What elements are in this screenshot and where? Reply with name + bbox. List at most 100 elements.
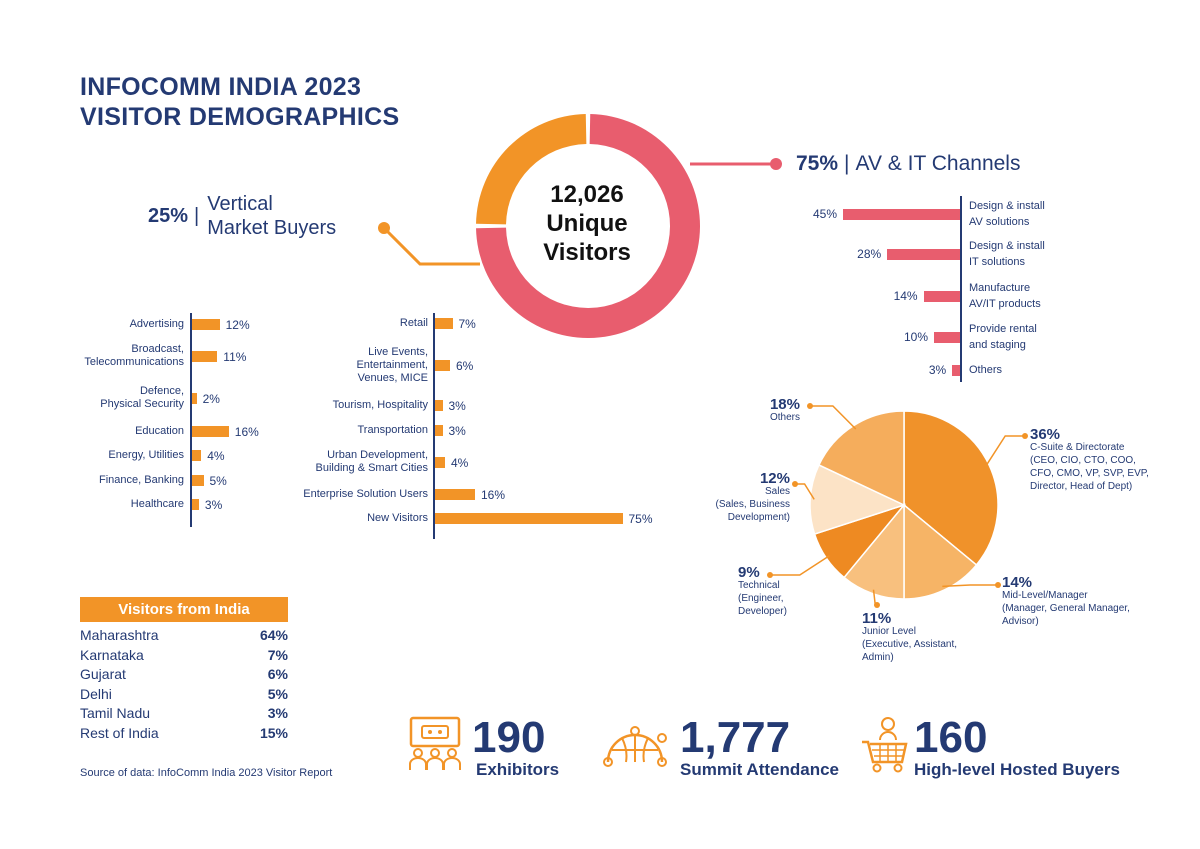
pie-pct-4: 12% (759, 470, 790, 487)
left-label-5: Finance, Banking (99, 473, 184, 486)
pie-name-0: C-Suite & Directorate (1030, 442, 1125, 453)
pie-name-3: Technical (738, 580, 780, 591)
pie-leader-3 (770, 554, 830, 576)
india-pct: 64% (259, 627, 288, 643)
left-bar-6 (192, 498, 199, 510)
pie-leader-5 (810, 405, 857, 430)
pie-slice-1 (903, 503, 978, 600)
channel-label-4: Others (969, 364, 1003, 376)
india-state: Gujarat (80, 666, 126, 682)
right-axis (433, 313, 435, 539)
india-state: Rest of India (80, 724, 159, 741)
vertical-label-1: Vertical (207, 193, 273, 215)
pie-label-3: 9% Technical (Engineer, Developer) (738, 565, 787, 618)
channel-value-3: 10% (903, 330, 928, 344)
right-label-6: New Visitors (367, 511, 428, 524)
title-line-2: VISITOR DEMOGRAPHICS (80, 103, 400, 131)
left-label-4: Energy, Utilities (108, 448, 184, 461)
buyers-label: High-level Hosted Buyers (914, 760, 1120, 779)
pie-pct-0: 36% (1030, 426, 1061, 443)
pie-name-5: Others (769, 412, 800, 423)
india-row: Maharashtra 64% (80, 626, 288, 646)
pie-detail-2-0: (Executive, Assistant, (862, 639, 958, 650)
india-table-header: Visitors from India (80, 597, 288, 622)
left-bar-5 (192, 474, 204, 486)
pie-leader-4 (795, 483, 815, 500)
pie-detail-3-0: (Engineer, (738, 593, 784, 604)
left-bar-0 (192, 318, 220, 330)
left-value-2: 2% (202, 392, 220, 406)
pie-name-4: Sales (764, 486, 790, 497)
right-value-5: 16% (481, 488, 506, 502)
pie-detail-4-0: (Sales, Business (715, 499, 790, 510)
channel-label-2: Manufacture AV/IT products (969, 282, 1041, 310)
stat-exhibitors (408, 716, 462, 777)
channel-value-0: 45% (812, 207, 837, 221)
channel-label-1: Design & install IT solutions (969, 240, 1045, 268)
left-bar-4 (192, 449, 202, 461)
vertical-pct: 25% (148, 205, 189, 227)
india-row: Tamil Nadu 3% (80, 704, 288, 724)
pie-name-1: Mid-Level/Manager (1002, 590, 1088, 601)
right-bar-2 (435, 399, 443, 411)
pie-label-5: 18% Others (740, 396, 800, 424)
pie-label-4: 12% Sales (Sales, Business Development) (700, 470, 790, 524)
india-row: Karnataka 7% (80, 646, 288, 666)
left-value-6: 3% (204, 498, 223, 512)
pie-detail-1-1: Advisor) (1002, 616, 1039, 627)
india-pct: 3% (267, 705, 288, 721)
unique-visitors-count: 12,026 (550, 181, 624, 208)
left-bar-2 (192, 392, 197, 404)
donut-center-text: 12,026 Unique Visitors (512, 180, 662, 267)
pie-leader-0 (984, 435, 1025, 468)
channel-value-1: 28% (857, 247, 882, 261)
channel-label-0: Design & install AV solutions (969, 200, 1045, 228)
channel-bar-0 (843, 208, 960, 220)
india-state: Tamil Nadu (80, 705, 151, 721)
channel-bar-3 (934, 331, 960, 343)
left-value-3: 16% (234, 425, 259, 439)
pie-slice-2 (843, 502, 905, 600)
exhibitors-number: 190 (472, 713, 546, 762)
globe-network-icon (603, 726, 667, 767)
pie-detail-0-0: (CEO, CIO, CTO, COO, (1030, 455, 1136, 466)
vertical-market-heading: 25% | Vertical Market Buyers (148, 193, 337, 239)
pie-label-0: 36% C-Suite & Directorate (CEO, CIO, CTO, … (1030, 426, 1149, 493)
right-value-1: 6% (456, 359, 474, 373)
pie-detail-3-1: Developer) (738, 606, 787, 617)
left-label-6: Healthcare (130, 497, 184, 510)
vertical-dot (378, 222, 390, 234)
channel-value-2: 14% (893, 289, 918, 303)
india-row: Gujarat 6% (80, 665, 288, 685)
pie-leader-2 (872, 589, 877, 606)
pie-pct-5: 18% (769, 396, 800, 413)
channels-label: AV & IT Channels (855, 152, 1021, 175)
vertical-label-2: Market Buyers (207, 217, 337, 239)
buyers-number: 160 (914, 713, 988, 762)
stat-exhibitors-text: 190 Exhibitors (472, 716, 559, 780)
pie-detail-0-1: CFO, CMO, VP, SVP, EVP, (1030, 468, 1149, 479)
audience-screen-icon (409, 716, 461, 770)
page-title: INFOCOMM INDIA 2023 VISITOR DEMOGRAPHICS (80, 72, 399, 132)
left-bar-3 (192, 425, 229, 437)
right-label-2: Tourism, Hospitality (332, 398, 428, 411)
india-row: Delhi 5% (80, 685, 288, 705)
pie-slice-0 (903, 410, 999, 566)
left-bar-1 (192, 350, 218, 362)
pie-label-2: 11% Junior Level (Executive, Assistant, Adm… (862, 611, 958, 664)
india-state: Delhi (80, 685, 112, 702)
pie-detail-2-1: Admin) (862, 652, 894, 663)
india-pct: 6% (267, 666, 288, 682)
pie-pct-1: 14% (1002, 574, 1033, 591)
title-line-1: INFOCOMM INDIA 2023 (80, 73, 362, 101)
channel-value-4: 3% (928, 363, 947, 377)
unique-label: Unique (546, 210, 628, 237)
pie-detail-4-1: Development) (727, 512, 790, 523)
source-note: Source of data: InfoComm India 2023 Visi… (80, 767, 333, 779)
summit-number: 1,777 (680, 713, 791, 762)
right-label-3: Transportation (357, 423, 428, 436)
visitors-label: Visitors (543, 239, 631, 266)
channel-bar-1 (887, 248, 960, 260)
right-bar-6 (435, 512, 623, 524)
channels-axis (960, 196, 962, 382)
